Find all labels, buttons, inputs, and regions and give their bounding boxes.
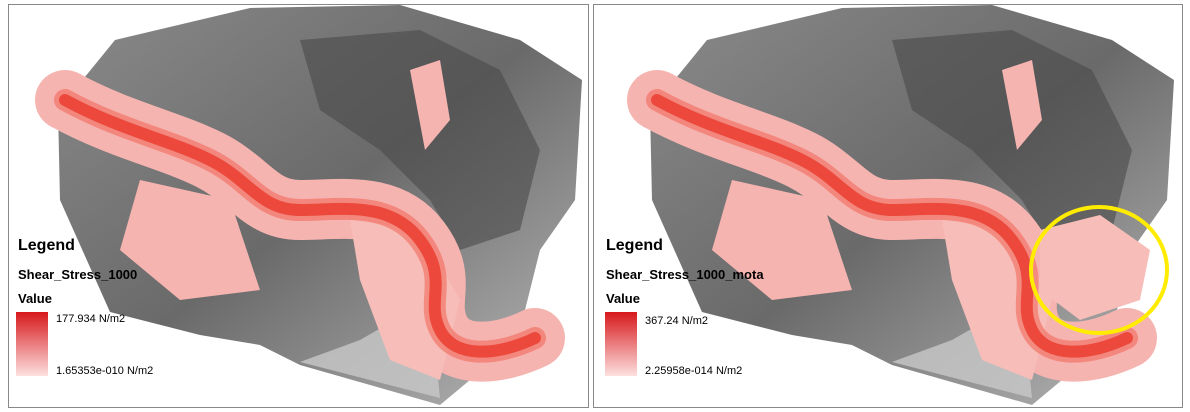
panel-left: Legend Shear_Stress_1000 Value 177.934 N… xyxy=(9,5,589,408)
panel-right: Legend Shear_Stress_1000_mota Value 367.… xyxy=(594,5,1183,408)
map-comparison: Legend Shear_Stress_1000 Value 177.934 N… xyxy=(0,0,1190,412)
legend-layer: Shear_Stress_1000 xyxy=(18,267,137,282)
legend-max: 177.934 N/m2 xyxy=(56,313,125,325)
legend-max: 367.24 N/m2 xyxy=(645,315,708,327)
legend-field: Value xyxy=(18,291,52,306)
legend-ramp xyxy=(16,312,48,376)
legend-title: Legend xyxy=(18,237,75,254)
legend-title: Legend xyxy=(606,237,663,254)
legend-layer: Shear_Stress_1000_mota xyxy=(606,267,764,282)
legend-min: 2.25958e-014 N/m2 xyxy=(645,365,742,377)
legend-field: Value xyxy=(606,291,640,306)
legend-min: 1.65353e-010 N/m2 xyxy=(56,365,153,377)
legend-ramp xyxy=(605,312,637,376)
